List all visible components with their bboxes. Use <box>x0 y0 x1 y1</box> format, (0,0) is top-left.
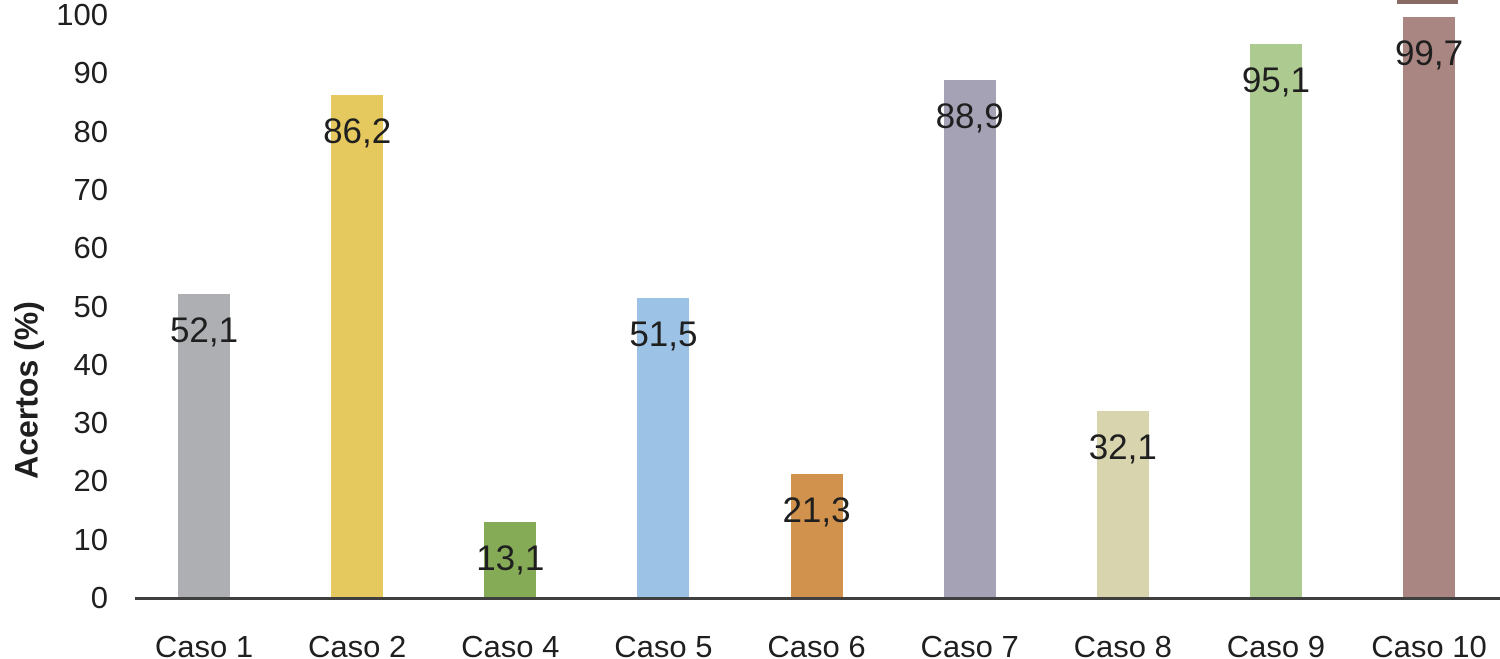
x-tick-label: Caso 8 <box>1073 629 1172 659</box>
bar-value-label: 51,5 <box>629 314 698 354</box>
x-tick-label: Caso 10 <box>1371 629 1487 659</box>
y-tick-label: 70 <box>73 171 108 207</box>
bar-caso-10 <box>1403 16 1455 598</box>
x-tick-label: Caso 6 <box>767 629 866 659</box>
bar-caso-6 <box>790 473 843 598</box>
bar-value-label: 88,9 <box>935 96 1004 136</box>
bar-value-label: 99,7 <box>1394 33 1464 73</box>
y-tick-label: 80 <box>73 113 108 149</box>
y-tick-label: 50 <box>73 288 108 324</box>
bar-value-label: 21,3 <box>782 490 851 530</box>
bar-value-label: 52,1 <box>169 311 239 351</box>
y-tick-label: 40 <box>73 346 108 382</box>
y-axis-title: Acertos (%) <box>8 301 45 479</box>
x-tick-label: Caso 9 <box>1226 629 1325 659</box>
x-tick-label: Caso 4 <box>461 629 560 659</box>
bar-value-label: 95,1 <box>1241 60 1310 100</box>
y-tick-label: 60 <box>73 230 108 266</box>
x-tick-label: Caso 7 <box>920 629 1019 659</box>
x-tick-label: Caso 1 <box>154 629 254 659</box>
y-tick-label: 0 <box>90 580 108 615</box>
bar-caso-9 <box>1249 43 1302 598</box>
y-tick-label: 20 <box>73 463 108 499</box>
x-tick-label: Caso 2 <box>308 629 407 659</box>
y-tick-label: 100 <box>56 0 108 32</box>
bar-value-label: 13,1 <box>476 538 545 578</box>
cropped-bar-artifact <box>1397 0 1458 4</box>
bar-value-label: 86,2 <box>323 112 392 152</box>
x-tick-label: Caso 5 <box>614 629 713 659</box>
bar-caso-7 <box>943 79 996 598</box>
bar-caso-1 <box>178 294 230 598</box>
y-tick-label: 30 <box>73 405 108 441</box>
y-tick-label: 90 <box>73 55 108 91</box>
bar-caso-4 <box>484 521 537 598</box>
x-axis-line <box>135 597 1500 600</box>
bar-value-label: 32,1 <box>1088 427 1157 467</box>
y-tick-label: 10 <box>73 521 108 557</box>
bar-caso-5 <box>637 297 690 598</box>
bar-caso-8 <box>1096 410 1149 598</box>
bar-caso-2 <box>331 95 384 598</box>
